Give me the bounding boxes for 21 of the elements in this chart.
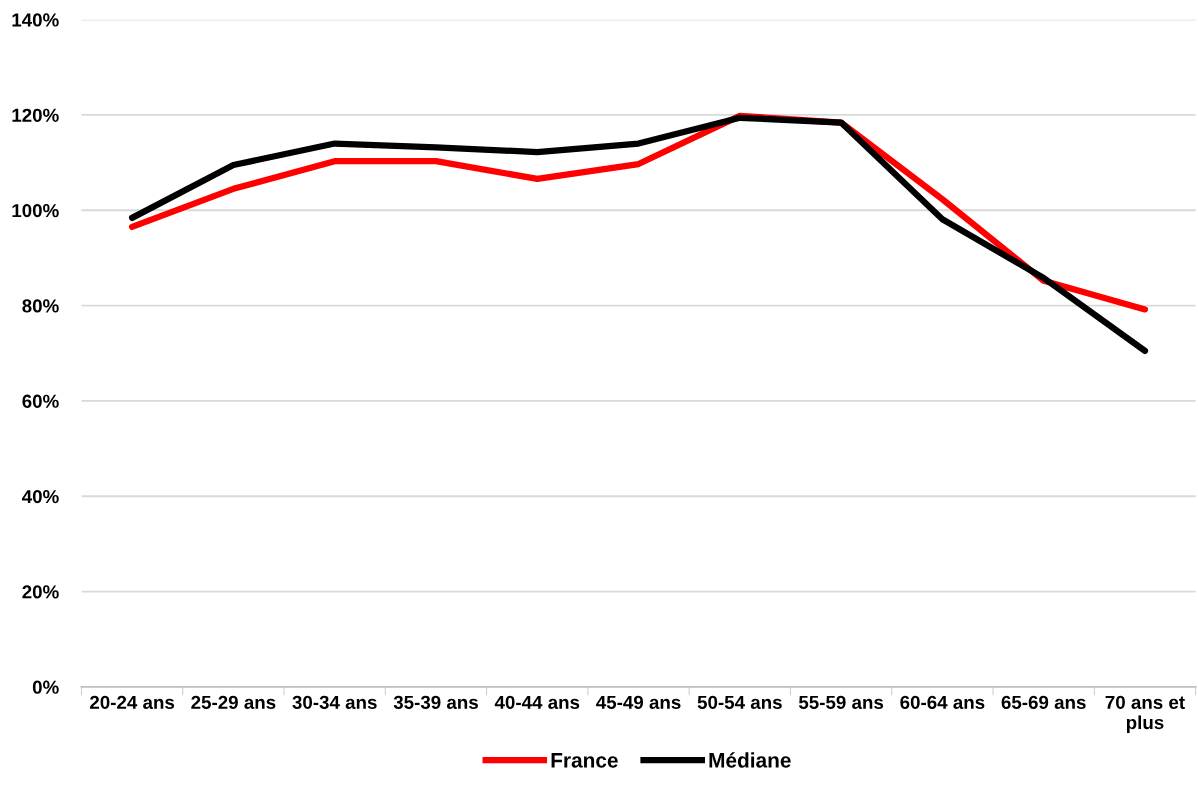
y-tick-label: 0% <box>32 680 59 694</box>
x-tick-label: 50-54 ans <box>697 695 782 709</box>
x-tick-label: 70 ans et plus <box>1105 695 1185 733</box>
x-tick-label: 60-64 ans <box>900 695 985 709</box>
x-tick-label: 45-49 ans <box>596 695 681 709</box>
x-tick-label: 35-39 ans <box>393 695 478 710</box>
x-tick-label: 30-34 ans <box>292 695 377 710</box>
legend-label: France <box>551 753 618 768</box>
x-tick-label: 25-29 ans <box>191 695 276 709</box>
y-tick-label: 100% <box>12 203 59 218</box>
legend-label: Médiane <box>709 752 791 768</box>
y-tick-label: 20% <box>22 585 59 599</box>
x-tick-label: 40-44 ans <box>494 695 580 709</box>
y-tick-label: 40% <box>22 489 59 504</box>
x-tick-label: 65-69 ans <box>1001 695 1086 709</box>
x-tick-label: 20-24 ans <box>90 695 175 709</box>
y-tick-label: 120% <box>12 108 59 122</box>
y-tick-label: 60% <box>22 394 59 408</box>
y-tick-label: 140% <box>12 13 59 27</box>
y-tick-label: 80% <box>22 299 59 313</box>
x-tick-label: 55-59 ans <box>798 695 884 709</box>
